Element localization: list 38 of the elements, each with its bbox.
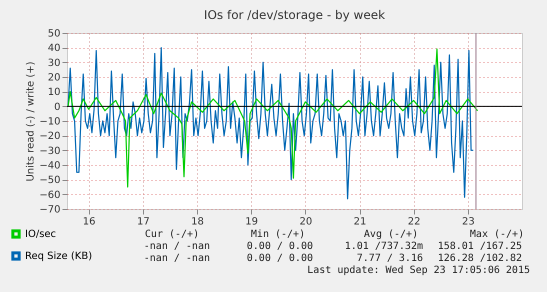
y-tick-label: −30 — [39, 146, 60, 157]
x-tick-label: 18 — [191, 216, 204, 228]
x-tick-label: 16 — [82, 216, 96, 228]
text: 0.00 / 0.00 — [246, 241, 313, 252]
y-tick-label: −60 — [39, 190, 60, 201]
y-tick-label: 0 — [54, 102, 60, 113]
text: Avg (-/+) — [364, 229, 418, 240]
y-tick-label: −50 — [39, 175, 60, 186]
y-tick-label: 10 — [48, 87, 60, 98]
x-tick-label: 22 — [408, 216, 421, 228]
text: -nan / -nan — [144, 253, 210, 264]
chart-title: IOs for /dev/storage - by week — [204, 8, 386, 22]
y-tick-label: −20 — [39, 131, 60, 142]
y-tick-label: 30 — [48, 58, 60, 69]
y-tick-label: 50 — [48, 28, 60, 40]
x-tick-label: 21 — [354, 216, 366, 228]
text: 126.28 /102.82 — [438, 253, 522, 264]
y-tick-label: −10 — [39, 116, 60, 128]
x-tick-label: 17 — [136, 216, 150, 228]
x-tick-label: 20 — [299, 216, 312, 228]
y-tick-label: 40 — [48, 43, 60, 54]
legend-label: IO/sec — [25, 229, 56, 240]
text: Min (-/+) — [250, 229, 306, 240]
legend-label: Req Size (KB) — [25, 251, 92, 262]
text: Last update: Wed Sep 23 17:05:06 2015 — [307, 265, 530, 276]
y-tick-label: −70 — [39, 204, 60, 216]
y-tick-label: −40 — [39, 160, 60, 172]
text: -nan / -nan — [144, 241, 210, 252]
y-axis-title: Units read (-) / write (+) — [25, 61, 36, 182]
x-tick-label: 19 — [245, 216, 258, 228]
text: Cur (-/+) — [144, 229, 200, 240]
x-tick-label: 23 — [462, 216, 475, 228]
y-tick-label: 20 — [48, 72, 60, 84]
text: 7.77 / 3.16 — [356, 253, 423, 264]
text: 0.00 / 0.00 — [246, 253, 313, 264]
text: Max (-/+) — [470, 229, 524, 240]
text: 1.01 /737.32m — [344, 241, 423, 252]
text: 158.01 /167.25 — [438, 241, 522, 252]
